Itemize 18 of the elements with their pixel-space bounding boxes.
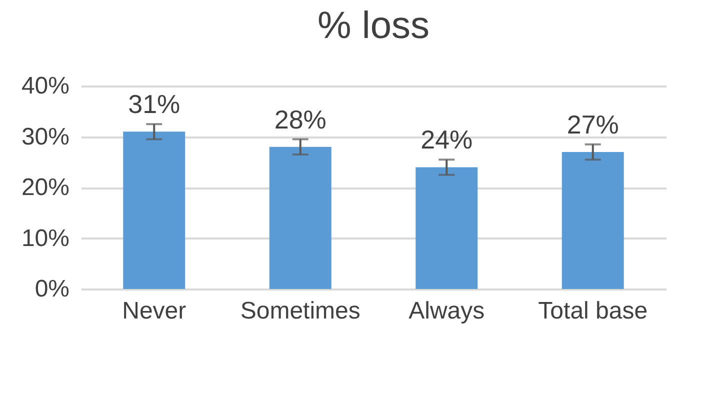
bar bbox=[562, 152, 624, 289]
y-tick-label: 40% bbox=[21, 72, 70, 100]
x-tick-label: Sometimes bbox=[240, 298, 360, 324]
y-tick-label: 20% bbox=[21, 174, 70, 201]
x-tick-label: Total base bbox=[538, 298, 648, 324]
bar bbox=[416, 167, 478, 289]
data-label: 28% bbox=[274, 104, 326, 134]
y-tick-label: 10% bbox=[21, 224, 70, 252]
bar bbox=[123, 132, 186, 289]
y-tick-label: 0% bbox=[34, 276, 70, 302]
x-tick-label: Always bbox=[408, 298, 485, 324]
y-tick-label: 30% bbox=[21, 123, 70, 150]
data-label: 31% bbox=[128, 89, 180, 120]
bar bbox=[269, 146, 332, 289]
data-label: 27% bbox=[566, 109, 619, 140]
chart-title: % loss bbox=[318, 5, 430, 47]
x-tick-label: Never bbox=[122, 298, 186, 324]
data-label: 24% bbox=[420, 124, 473, 155]
